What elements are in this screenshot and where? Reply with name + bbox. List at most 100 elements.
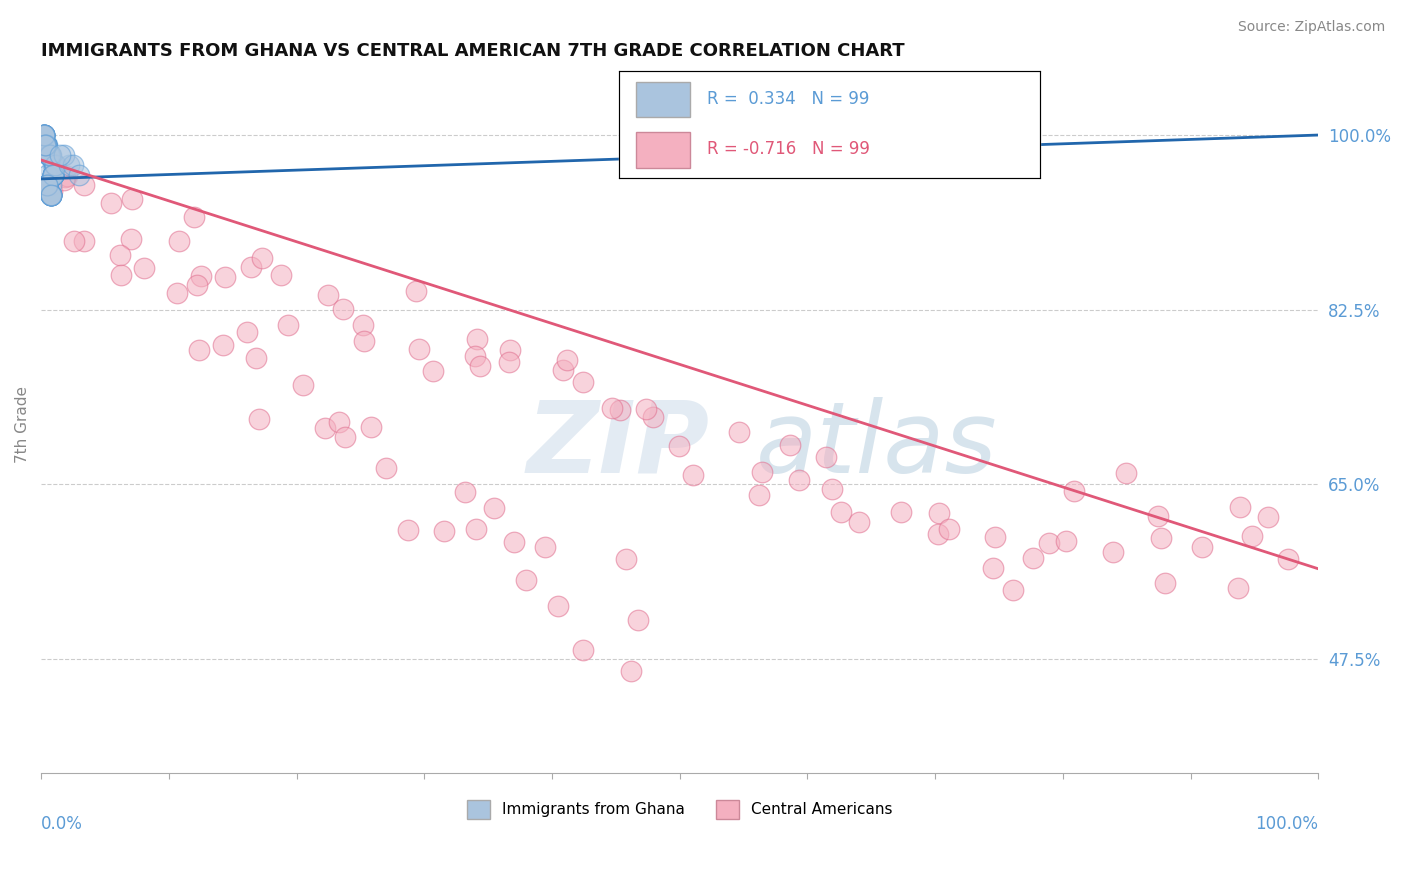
Point [643, 410, 665, 425]
Point [41, 158, 63, 172]
Point [34, 138, 56, 153]
Point [464, 349, 486, 363]
Point [100, 195, 122, 210]
Text: atlas: atlas [756, 397, 998, 493]
Point [1226, 581, 1249, 595]
Text: R =  0.334   N = 99: R = 0.334 N = 99 [707, 90, 869, 108]
Point [110, 268, 132, 282]
Point [44, 158, 66, 172]
Point [41, 187, 63, 202]
Point [433, 524, 456, 538]
Point [39, 148, 62, 162]
Point [35, 138, 58, 153]
Point [1147, 508, 1170, 523]
Point [1257, 510, 1279, 524]
Point [396, 523, 419, 537]
Point [779, 438, 801, 452]
Point [39, 148, 62, 162]
Point [682, 467, 704, 482]
Point [39, 148, 62, 162]
Point [49, 148, 72, 162]
Point [44, 158, 66, 172]
Point [53, 169, 76, 184]
Point [728, 425, 751, 439]
Point [41, 187, 63, 202]
Point [787, 473, 810, 487]
Point [515, 574, 537, 588]
Point [32, 128, 55, 142]
Point [44, 158, 66, 172]
Point [1063, 484, 1085, 499]
Text: IMMIGRANTS FROM GHANA VS CENTRAL AMERICAN 7TH GRADE CORRELATION CHART: IMMIGRANTS FROM GHANA VS CENTRAL AMERICA… [41, 42, 904, 60]
Point [39, 148, 62, 162]
Point [32, 128, 55, 142]
Point [464, 522, 486, 536]
Point [32, 128, 55, 142]
Point [32, 128, 55, 142]
Point [34, 138, 56, 153]
Point [41, 187, 63, 202]
Point [186, 277, 208, 292]
Point [38, 148, 60, 162]
Point [212, 337, 235, 351]
Point [41, 168, 63, 182]
Point [38, 148, 60, 162]
Point [1150, 532, 1173, 546]
Point [314, 421, 336, 435]
Point [239, 260, 262, 275]
Point [360, 419, 382, 434]
Legend: Immigrants from Ghana, Central Americans: Immigrants from Ghana, Central Americans [461, 794, 898, 825]
Point [35, 138, 58, 153]
Point [42, 158, 65, 172]
Point [34, 138, 56, 153]
Point [820, 483, 842, 497]
Point [41, 168, 63, 182]
Point [41, 168, 63, 182]
Point [482, 500, 505, 515]
Point [39, 148, 62, 162]
Point [35, 138, 58, 153]
Point [44, 158, 66, 172]
Text: R = -0.716   N = 99: R = -0.716 N = 99 [707, 141, 870, 159]
Point [38, 148, 60, 162]
Point [41, 168, 63, 182]
Point [39, 148, 62, 162]
Text: 100.0%: 100.0% [1256, 815, 1319, 833]
Point [167, 234, 190, 248]
Point [32, 128, 55, 142]
Point [620, 665, 643, 679]
Point [41, 168, 63, 182]
Point [44, 158, 66, 172]
Point [938, 522, 960, 536]
Point [1277, 552, 1299, 566]
Point [572, 643, 595, 657]
Point [1001, 582, 1024, 597]
Point [422, 363, 444, 377]
Point [41, 187, 63, 202]
Point [1191, 540, 1213, 554]
Point [292, 377, 315, 392]
Point [814, 450, 837, 464]
Point [35, 138, 58, 153]
Point [120, 232, 142, 246]
Point [53, 148, 76, 162]
Point [405, 284, 427, 298]
Point [600, 401, 623, 416]
Point [110, 248, 132, 262]
Point [37, 178, 59, 192]
Point [34, 138, 56, 153]
Point [270, 268, 292, 283]
Point [352, 318, 374, 333]
Point [44, 158, 66, 172]
Point [44, 158, 66, 172]
Point [67, 168, 90, 182]
Point [37, 178, 59, 192]
Point [37, 178, 59, 192]
Point [454, 484, 477, 499]
Point [39, 148, 62, 162]
Point [547, 599, 569, 613]
Point [41, 168, 63, 182]
Point [353, 334, 375, 348]
Point [37, 178, 59, 192]
Point [235, 326, 257, 340]
